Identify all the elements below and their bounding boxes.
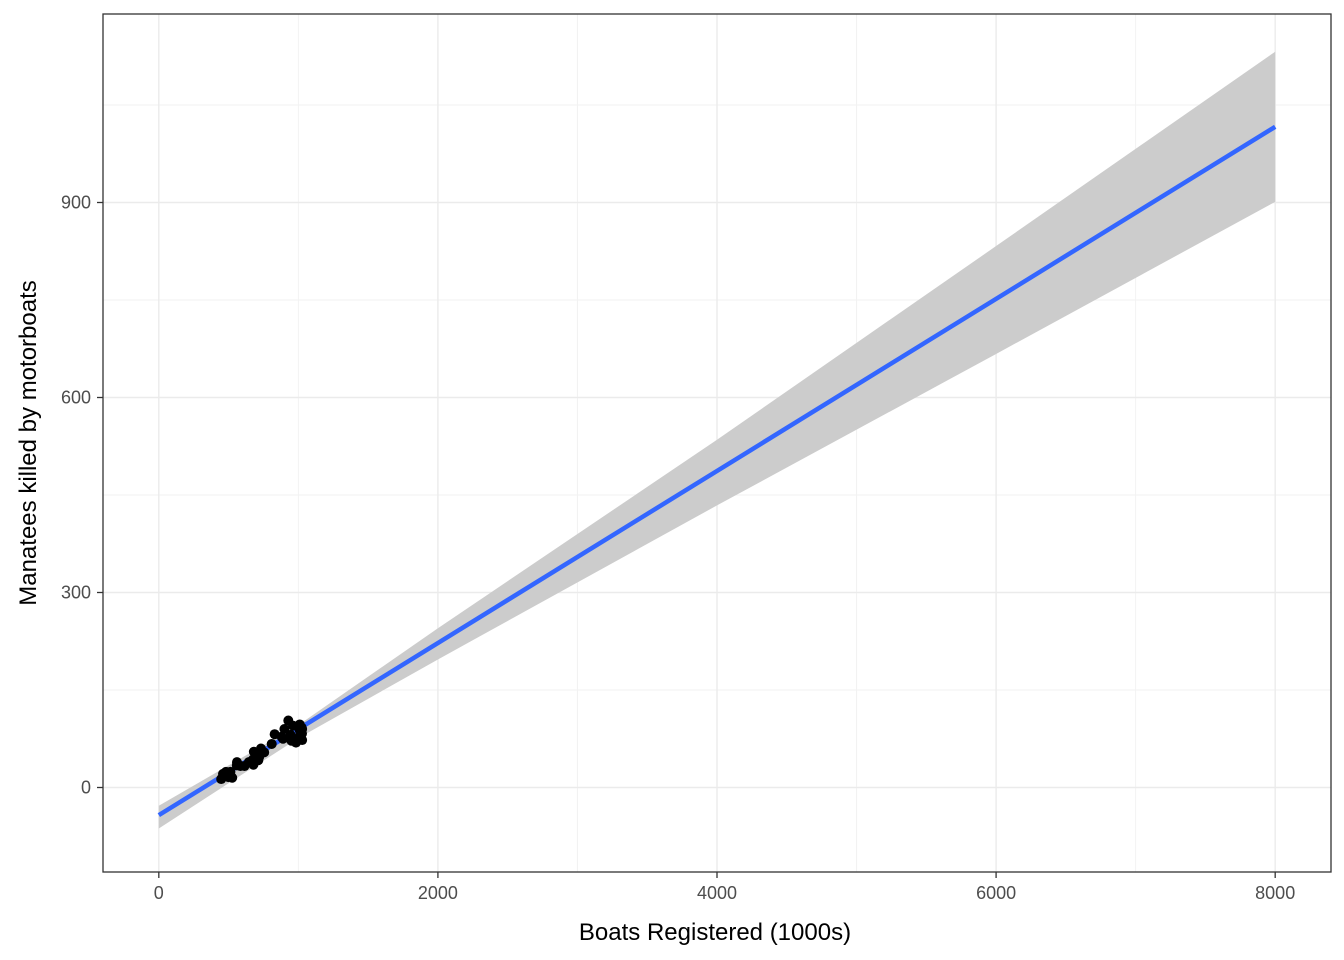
data-points: [216, 715, 308, 785]
y-axis-title: Manatees killed by motorboats: [15, 280, 42, 606]
x-tick-label: 0: [154, 883, 164, 903]
y-tick-label: 600: [61, 388, 91, 408]
y-tick-label: 300: [61, 583, 91, 603]
data-point: [283, 715, 294, 726]
y-axis: 0 300 600 900: [61, 193, 103, 798]
x-axis: 0 2000 4000 6000 8000: [154, 872, 1295, 903]
data-point: [266, 738, 277, 749]
data-point: [253, 755, 264, 766]
x-tick-label: 2000: [418, 883, 458, 903]
data-point: [294, 725, 305, 736]
x-tick-label: 6000: [976, 883, 1016, 903]
data-point: [227, 772, 238, 783]
data-point: [278, 733, 289, 744]
data-point: [259, 747, 270, 758]
y-tick-label: 0: [81, 778, 91, 798]
regression-line: [157, 124, 1277, 818]
x-tick-label: 8000: [1255, 883, 1295, 903]
x-tick-label: 4000: [697, 883, 737, 903]
data-point: [279, 724, 290, 734]
confidence-band: [158, 51, 1276, 829]
data-point: [286, 735, 297, 746]
x-axis-title: Boats Registered (1000s): [579, 919, 851, 946]
data-point: [231, 757, 242, 768]
y-tick-label: 900: [61, 193, 91, 213]
